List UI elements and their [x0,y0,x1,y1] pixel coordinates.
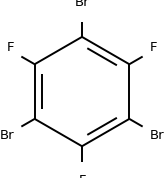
Text: Br: Br [150,129,164,142]
Text: F: F [78,174,86,178]
Text: F: F [7,41,14,54]
Text: Br: Br [75,0,89,9]
Text: F: F [150,41,157,54]
Text: Br: Br [0,129,14,142]
